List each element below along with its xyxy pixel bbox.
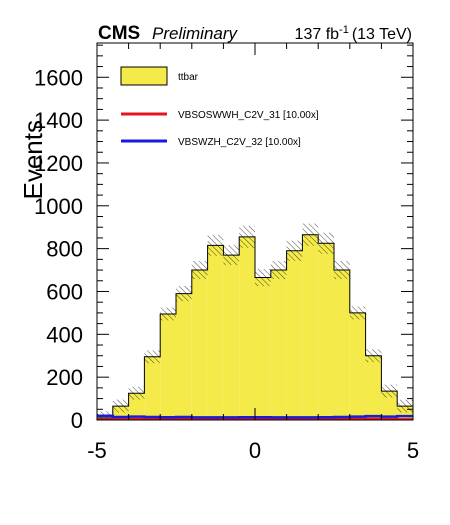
- x-tick-label: -5: [87, 438, 107, 463]
- status-label: Preliminary: [152, 24, 239, 43]
- legend-label-vbswzh-c2v-32-10-00x: VBSWZH_C2V_32 [10.00x]: [178, 137, 301, 148]
- vbswzh-c2v-32-10-00x-line: [97, 414, 413, 419]
- ttbar-bar: [207, 245, 224, 420]
- lumi-exponent: -1: [339, 24, 349, 36]
- y-tick-label: 600: [46, 279, 83, 304]
- y-tick-label: 800: [46, 237, 83, 262]
- ttbar-outline: [97, 234, 413, 420]
- experiment-label: CMS: [98, 23, 140, 44]
- y-tick-label: 400: [46, 322, 83, 347]
- data-layer: [97, 223, 413, 420]
- legend-swatch-ttbar: [120, 66, 168, 86]
- ttbar-bar: [191, 270, 208, 420]
- ttbar-bar: [128, 393, 145, 420]
- y-tick-label: 1000: [34, 194, 83, 219]
- y-axis-label: Events: [18, 120, 48, 200]
- energy-label: (13 TeV): [352, 26, 412, 43]
- ttbar-bar: [239, 236, 255, 420]
- ttbar-bar: [144, 356, 161, 420]
- ttbar-bar: [302, 234, 319, 420]
- luminosity-label: 137 fb-1 (13 TeV): [295, 24, 412, 43]
- lumi-value: 137 fb: [295, 26, 340, 43]
- y-tick-label: 1600: [34, 65, 83, 90]
- ttbar-bar: [349, 312, 366, 420]
- ttbar-bar: [381, 391, 398, 420]
- ttbar-bar: [334, 270, 350, 420]
- legend-label-ttbar: ttbar: [178, 72, 199, 83]
- x-tick-label: 0: [249, 438, 261, 463]
- y-tick-label: 1200: [34, 151, 83, 176]
- y-tick-label: 0: [71, 408, 83, 433]
- ttbar-bar: [223, 255, 240, 420]
- legend: ttbar VBSOSWWH_C2V_31 [10.00x] VBSWZH_C2V_…: [120, 66, 319, 148]
- x-tick-label: 5: [407, 438, 419, 463]
- ttbar-bar: [318, 243, 334, 420]
- ttbar-bar: [176, 293, 192, 420]
- ttbar-bar: [160, 313, 176, 420]
- y-tick-label: 200: [46, 365, 83, 390]
- ttbar-bar: [270, 270, 287, 420]
- y-tick-label: 1400: [34, 108, 83, 133]
- ttbar-bar: [255, 277, 271, 420]
- ttbar-bar: [365, 355, 382, 420]
- legend-label-vbsoswwh-c2v-31-10-00x: VBSOSWWH_C2V_31 [10.00x]: [178, 110, 319, 121]
- ttbar-bar: [286, 250, 303, 420]
